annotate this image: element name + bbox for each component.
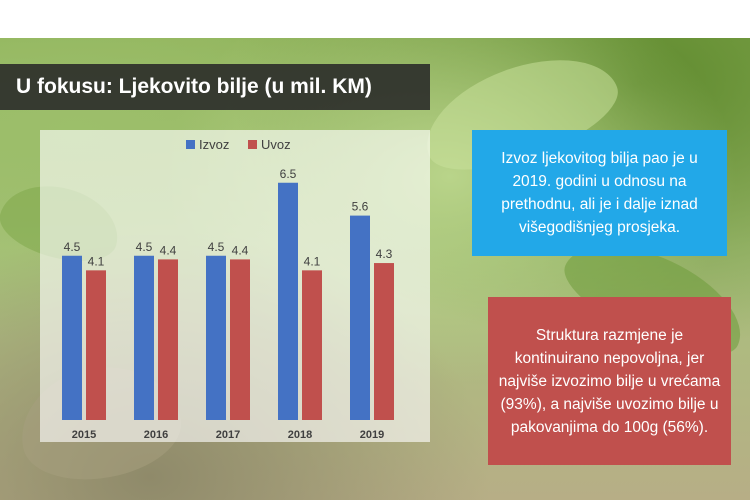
- data-label-izvoz-2018: 6.5: [280, 167, 297, 181]
- x-tick-label-2016: 2016: [144, 429, 168, 441]
- bar-izvoz-2016: [134, 255, 154, 420]
- info-box-red-text: Struktura razmjene je kontinuirano nepov…: [498, 326, 721, 436]
- legend-swatch-izvoz: [186, 140, 195, 149]
- chart-panel: Izvoz Uvoz 4.5 4.1 2015 4.5 4.4 2016 4.5 4.4 2017 6…: [40, 130, 430, 442]
- info-box-blue: Izvoz ljekovitog bilja pao je u 2019. go…: [472, 130, 727, 256]
- x-tick-label-2019: 2019: [360, 429, 384, 441]
- info-box-red: Struktura razmjene je kontinuirano nepov…: [488, 297, 731, 465]
- data-label-izvoz-2017: 4.5: [208, 240, 225, 254]
- bar-uvoz-2015: [86, 270, 106, 420]
- data-label-uvoz-2017: 4.4: [232, 243, 249, 257]
- data-label-izvoz-2016: 4.5: [136, 240, 153, 254]
- bar-uvoz-2019: [374, 263, 394, 420]
- bar-uvoz-2017: [230, 259, 250, 420]
- bar-izvoz-2019: [350, 215, 370, 420]
- info-box-blue-text: Izvoz ljekovitog bilja pao je u 2019. go…: [501, 150, 698, 236]
- data-label-uvoz-2015: 4.1: [88, 254, 105, 268]
- bar-izvoz-2018: [278, 182, 298, 420]
- data-label-uvoz-2016: 4.4: [160, 243, 177, 257]
- page-title: U fokusu: Ljekovito bilje (u mil. KM): [16, 75, 372, 98]
- bar-izvoz-2017: [206, 255, 226, 420]
- data-label-izvoz-2019: 5.6: [352, 200, 369, 214]
- legend-swatch-uvoz: [248, 140, 257, 149]
- bar-chart: Izvoz Uvoz 4.5 4.1 2015 4.5 4.4 2016 4.5 4.4 2017 6…: [62, 137, 394, 441]
- data-label-izvoz-2015: 4.5: [64, 240, 81, 254]
- x-tick-label-2017: 2017: [216, 429, 240, 441]
- data-label-uvoz-2019: 4.3: [376, 247, 393, 261]
- legend-label-uvoz: Uvoz: [261, 137, 291, 152]
- legend-label-izvoz: Izvoz: [199, 137, 229, 152]
- data-label-uvoz-2018: 4.1: [304, 254, 321, 268]
- bar-uvoz-2018: [302, 270, 322, 420]
- bar-uvoz-2016: [158, 259, 178, 420]
- title-bar: U fokusu: Ljekovito bilje (u mil. KM): [0, 64, 430, 110]
- x-tick-label-2015: 2015: [72, 429, 96, 441]
- bar-izvoz-2015: [62, 255, 82, 420]
- x-tick-label-2018: 2018: [288, 429, 312, 441]
